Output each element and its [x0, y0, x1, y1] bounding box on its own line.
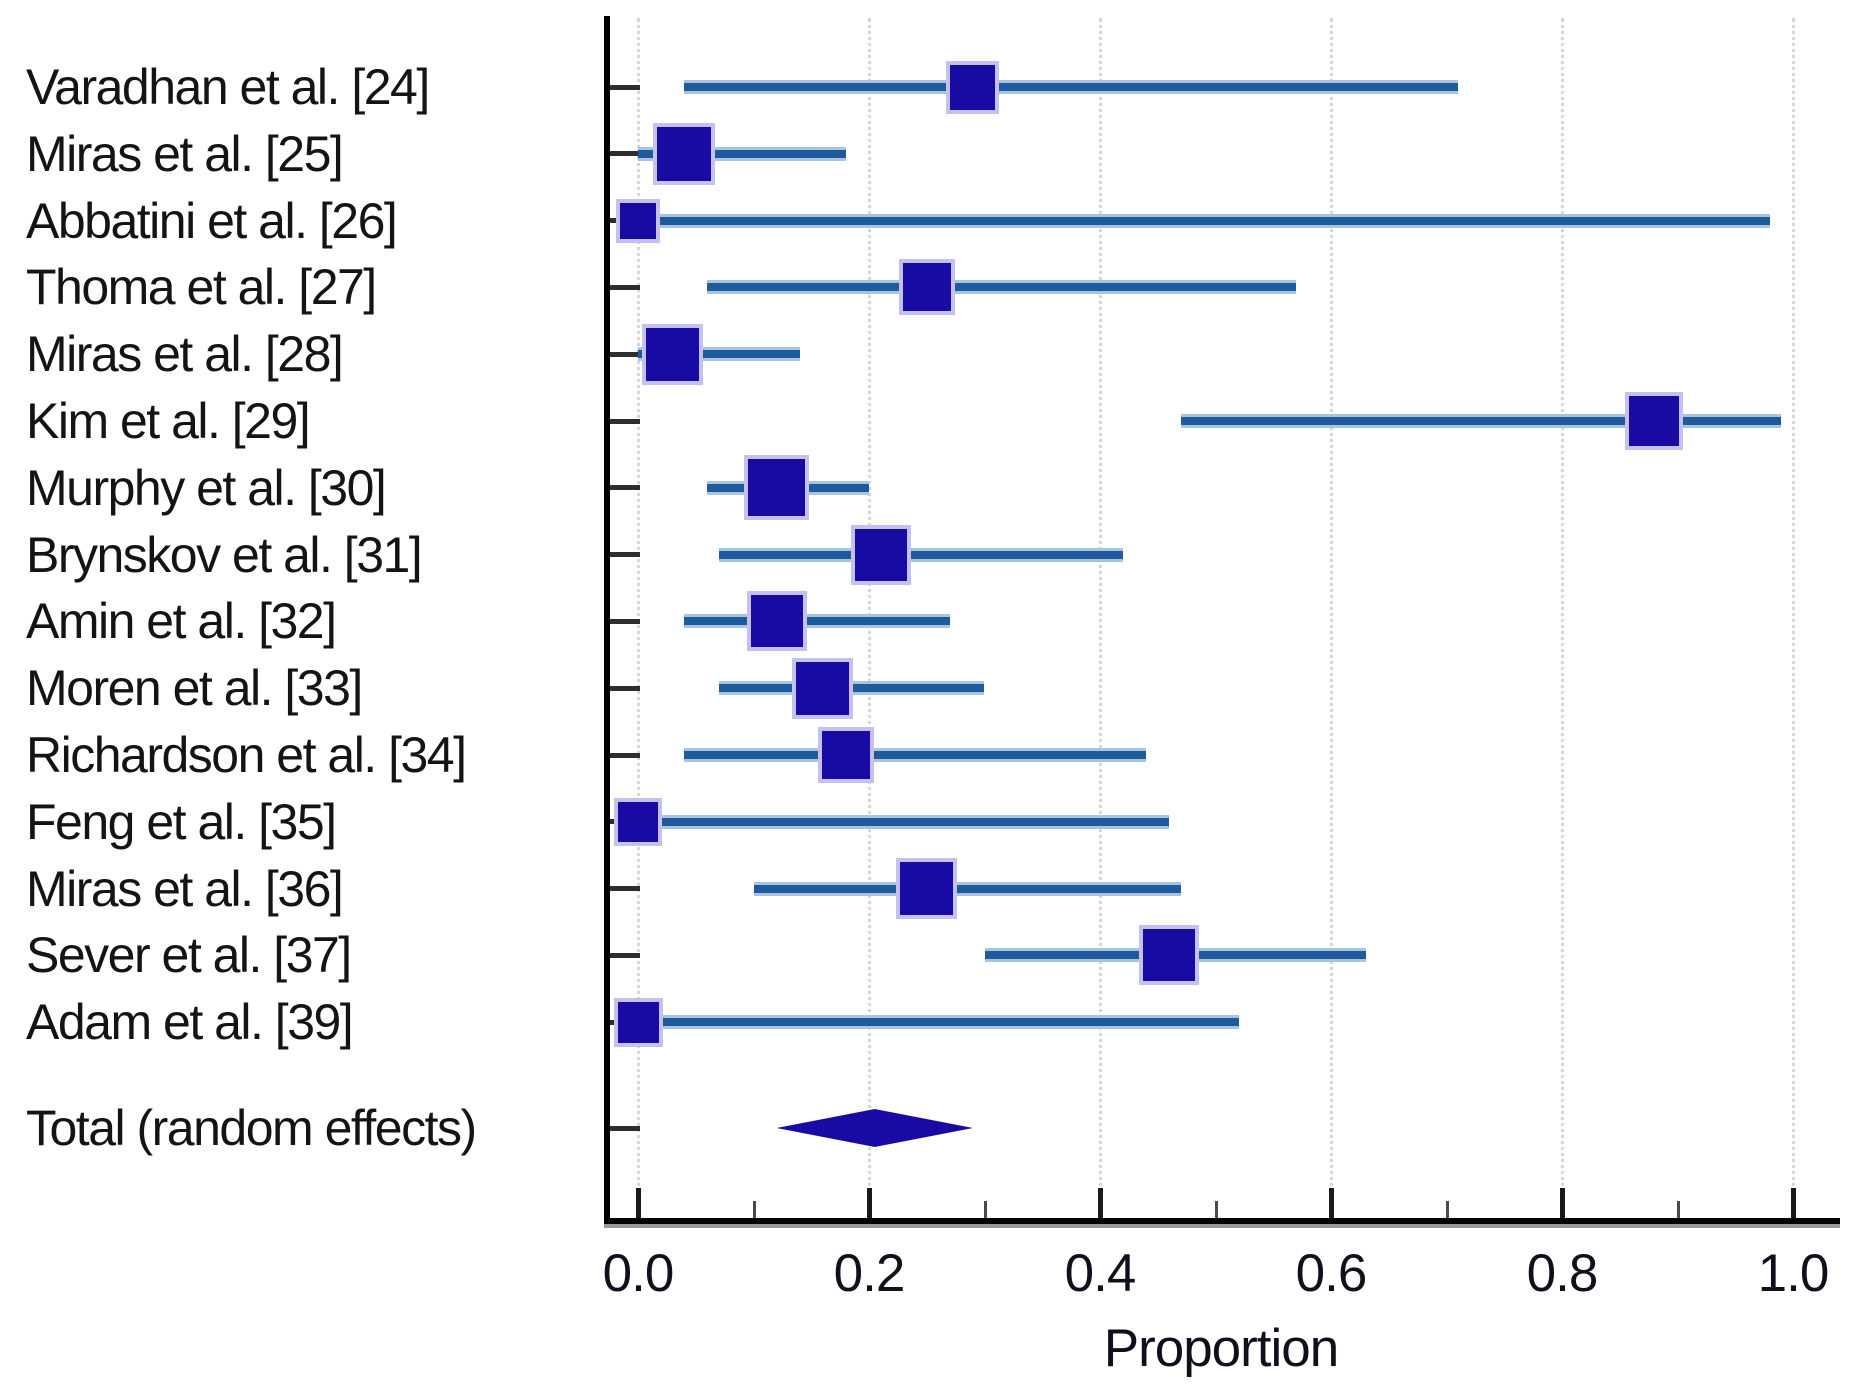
- study-label: Miras et al. [36]: [26, 860, 344, 917]
- y-axis-line: [604, 16, 610, 1224]
- x-minor-tick: [752, 1201, 756, 1218]
- x-axis-title: Proportion: [1103, 1319, 1340, 1378]
- grid-line: [1099, 18, 1102, 1218]
- study-label: Abbatini et al. [26]: [26, 192, 398, 249]
- x-major-tick: [1329, 1188, 1334, 1218]
- study-label: Kim et al. [29]: [26, 393, 311, 449]
- x-major-tick: [1098, 1188, 1103, 1218]
- ci-line: [638, 817, 1170, 826]
- y-row-tick: [610, 284, 640, 290]
- y-row-tick: [610, 952, 640, 958]
- estimate-square: [854, 528, 907, 581]
- estimate-square: [950, 64, 996, 110]
- y-row-tick: [610, 151, 640, 157]
- study-label: Feng et al. [35]: [26, 793, 337, 850]
- x-major-tick: [636, 1188, 641, 1218]
- estimate-square: [617, 1001, 659, 1043]
- x-tick-label: 0.2: [833, 1244, 906, 1303]
- estimate-square: [750, 595, 803, 648]
- grid-line: [1792, 18, 1795, 1218]
- x-axis-line: [604, 1218, 1840, 1224]
- x-axis-shadow: [604, 1224, 1840, 1228]
- x-major-tick: [1791, 1188, 1796, 1218]
- y-row-tick: [610, 552, 640, 558]
- x-minor-tick: [1445, 1201, 1449, 1218]
- ci-line: [707, 283, 1297, 292]
- study-label: Miras et al. [25]: [26, 125, 344, 182]
- grid-line: [1330, 18, 1333, 1218]
- x-minor-tick: [1214, 1201, 1218, 1218]
- estimate-square: [796, 661, 850, 715]
- y-row-tick: [610, 418, 640, 424]
- study-label: Thoma et al. [27]: [26, 259, 377, 316]
- study-label: Miras et al. [28]: [26, 326, 344, 383]
- x-major-tick: [1560, 1188, 1565, 1218]
- y-row-tick: [610, 886, 640, 892]
- ci-line: [718, 550, 1124, 559]
- x-tick-label: 1.0: [1757, 1244, 1830, 1303]
- y-row-tick: [610, 752, 640, 758]
- x-major-tick: [867, 1188, 872, 1218]
- ci-line: [684, 751, 1147, 759]
- study-label: Moren et al. [33]: [26, 660, 363, 717]
- estimate-square: [646, 327, 700, 381]
- study-label: Sever et al. [37]: [26, 927, 352, 984]
- estimate-square: [1629, 396, 1680, 446]
- ci-line: [684, 617, 950, 626]
- y-row-tick: [610, 618, 640, 624]
- y-row-tick: [610, 685, 640, 691]
- x-tick-label: 0.6: [1295, 1244, 1368, 1303]
- y-row-tick: [610, 1125, 640, 1131]
- ci-line: [638, 350, 800, 359]
- study-label: Murphy et al. [30]: [26, 459, 387, 516]
- x-tick-label: 0.4: [1064, 1244, 1137, 1303]
- estimate-square: [902, 263, 951, 312]
- ci-line: [638, 149, 846, 158]
- summary-label: Total (random effects): [26, 1100, 477, 1156]
- estimate-square: [1143, 929, 1196, 982]
- y-row-tick: [610, 485, 640, 491]
- ci-line: [684, 83, 1459, 91]
- estimate-square: [620, 202, 656, 239]
- y-row-tick: [610, 351, 640, 357]
- study-label: Varadhan et al. [24]: [26, 59, 430, 115]
- ci-line: [638, 216, 1770, 225]
- study-label: Adam et al. [39]: [26, 994, 354, 1051]
- x-minor-tick: [983, 1201, 987, 1218]
- grid-line: [1561, 18, 1564, 1218]
- study-label: Brynskov et al. [31]: [26, 526, 423, 583]
- ci-line: [1180, 417, 1782, 425]
- estimate-square: [618, 801, 658, 842]
- estimate-square: [900, 862, 954, 916]
- x-tick-label: 0.8: [1526, 1244, 1599, 1303]
- grid-line: [637, 18, 640, 1218]
- ci-line: [753, 884, 1181, 893]
- ci-line: [638, 1018, 1239, 1027]
- estimate-square: [748, 459, 806, 517]
- study-label: Richardson et al. [34]: [26, 727, 467, 783]
- ci-line: [718, 684, 985, 693]
- y-row-tick: [610, 84, 640, 90]
- x-minor-tick: [1676, 1201, 1680, 1218]
- summary-diamond: [776, 1109, 973, 1147]
- study-label: Amin et al. [32]: [26, 593, 337, 650]
- estimate-square: [821, 731, 870, 779]
- x-tick-label: 0.0: [602, 1244, 675, 1303]
- estimate-square: [657, 126, 712, 181]
